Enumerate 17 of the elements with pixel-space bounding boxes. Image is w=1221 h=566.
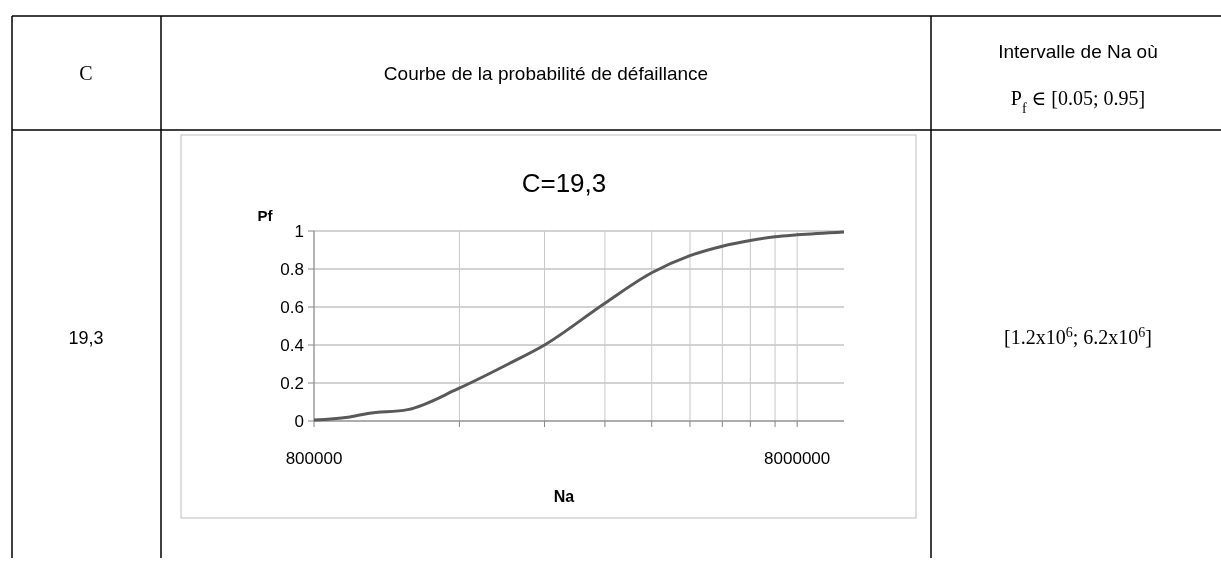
- x-tick-label: 800000: [285, 449, 343, 468]
- y-axis-title: Pf: [257, 207, 274, 224]
- text: [1.2x10$^{6}$; 6.2x10$^{6}$]: [1004, 324, 1152, 348]
- text: 19,3: [68, 328, 104, 348]
- x-axis-title: Na: [553, 488, 575, 505]
- text: C: [79, 62, 93, 84]
- y-tick-label: 0.8: [280, 260, 304, 279]
- y-tick-label: 0.4: [280, 336, 304, 355]
- chart-title: C=19,3: [521, 168, 607, 198]
- x-tick-label: 8000000: [764, 449, 831, 468]
- y-tick-label: 0: [294, 412, 304, 431]
- text: P$_{f}$ ∈ [0.05; 0.95]: [1010, 87, 1146, 116]
- text: Intervalle de Na où: [998, 41, 1158, 62]
- y-tick-label: 0.2: [280, 374, 304, 393]
- y-tick-label: 0.6: [280, 298, 304, 317]
- text: Courbe de la probabilité de défaillance: [383, 63, 709, 84]
- y-tick-label: 1: [294, 222, 304, 241]
